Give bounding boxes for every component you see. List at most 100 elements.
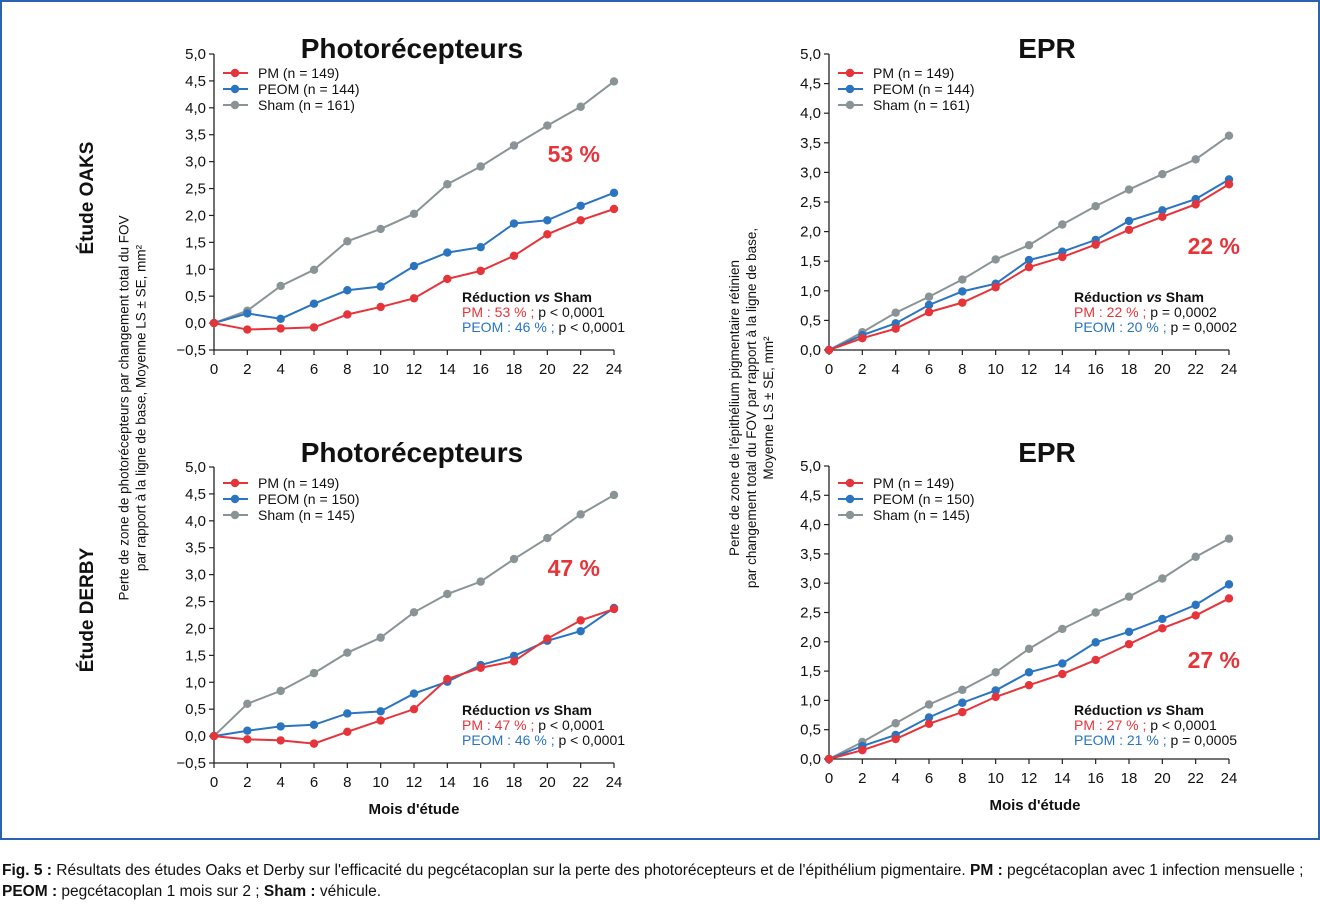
data-point-sham xyxy=(309,265,319,275)
data-point-pm xyxy=(924,719,934,729)
chart-title: EPR xyxy=(1018,437,1076,468)
stats-row-pm: PM : 53 % ; p < 0,0001 xyxy=(462,304,605,320)
data-point-sham xyxy=(543,121,552,130)
caption-segment-2: PM : xyxy=(970,862,1003,879)
data-point-sham xyxy=(1191,155,1200,164)
data-point-peom xyxy=(543,216,552,225)
data-point-pm xyxy=(209,318,219,328)
legend-swatch-marker xyxy=(230,494,240,504)
data-point-sham xyxy=(1124,185,1134,194)
x-tick-label: 22 xyxy=(1187,361,1204,378)
reduction-highlight: 27 % xyxy=(1188,647,1240,673)
y-tick-label: 2,0 xyxy=(800,634,821,651)
y-axis-title-left: Perte de zone de photorécepteurs par cha… xyxy=(117,216,149,601)
data-point-peom xyxy=(1124,627,1134,637)
data-point-pm xyxy=(309,323,319,332)
stats-title: Réduction vs Sham xyxy=(1074,289,1204,305)
data-point-pm xyxy=(1124,225,1134,235)
data-point-peom xyxy=(1158,206,1167,215)
y-axis-title-line: par changement total du FOV par rapport … xyxy=(744,228,759,588)
x-tick-label: 18 xyxy=(1121,361,1138,378)
data-point-sham xyxy=(991,255,1000,264)
legend: PM (n = 149)PEOM (n = 144)Sham (n = 161) xyxy=(838,65,975,113)
y-axis-title-line: par rapport à la ligne de base, Moyenne … xyxy=(134,244,149,571)
data-point-pm xyxy=(1191,200,1200,209)
x-tick-label: 14 xyxy=(439,361,456,378)
y-tick-label: 3,0 xyxy=(185,567,206,584)
legend-swatch-marker xyxy=(230,100,240,110)
data-point-pm xyxy=(576,216,585,225)
data-point-pm xyxy=(958,707,967,717)
data-point-peom xyxy=(576,201,585,210)
x-tick-label: 18 xyxy=(1121,770,1138,787)
legend: PM (n = 149)PEOM (n = 144)Sham (n = 161) xyxy=(223,65,360,113)
data-point-sham xyxy=(543,533,552,543)
y-axis-title-line: Moyenne LS ± SE, mm² xyxy=(761,336,776,480)
x-tick-label: 4 xyxy=(891,361,899,378)
stats-row-peom: PEOM : 46 % ; p < 0,0001 xyxy=(462,732,625,748)
data-point-peom xyxy=(409,689,419,698)
x-tick-label: 14 xyxy=(1054,770,1071,787)
data-point-peom xyxy=(958,698,967,707)
y-tick-label: 3,0 xyxy=(185,154,206,171)
data-point-pm xyxy=(1091,240,1100,249)
legend-swatch-marker xyxy=(845,510,855,520)
x-tick-label: 14 xyxy=(1054,361,1071,378)
data-point-peom xyxy=(343,709,352,718)
data-point-pm xyxy=(209,731,219,741)
legend-swatch-marker xyxy=(230,84,240,94)
chart-title: Photorécepteurs xyxy=(301,437,524,468)
data-point-peom xyxy=(1191,600,1200,610)
data-point-peom xyxy=(476,243,485,252)
y-tick-label: 2,0 xyxy=(185,620,206,637)
y-tick-label: 1,5 xyxy=(185,647,206,664)
data-point-sham xyxy=(958,685,967,695)
x-tick-label: 2 xyxy=(243,361,251,378)
data-point-pm xyxy=(243,325,252,334)
data-point-sham xyxy=(1158,169,1167,179)
y-tick-label: 1,0 xyxy=(185,261,206,278)
data-point-peom xyxy=(276,314,285,323)
data-point-pm xyxy=(443,674,452,684)
data-point-sham xyxy=(1224,131,1234,140)
y-tick-label: 0,5 xyxy=(800,312,821,329)
data-point-sham xyxy=(924,700,934,709)
x-tick-label: 6 xyxy=(310,774,318,791)
legend-label: PEOM (n = 150) xyxy=(258,491,360,507)
legend-swatch-marker xyxy=(845,478,855,488)
data-point-pm xyxy=(409,704,419,714)
data-point-peom xyxy=(924,300,934,310)
x-tick-label: 24 xyxy=(606,774,623,791)
x-tick-label: 20 xyxy=(1154,361,1171,378)
data-point-peom xyxy=(1024,668,1034,677)
x-tick-label: 16 xyxy=(472,361,489,378)
legend-label: PM (n = 149) xyxy=(258,65,339,81)
series-peom xyxy=(824,175,1234,355)
reduction-highlight: 53 % xyxy=(548,141,600,167)
data-point-sham xyxy=(409,608,419,617)
y-tick-label: −0,5 xyxy=(176,755,206,772)
y-tick-label: 0,0 xyxy=(800,342,821,359)
data-point-peom xyxy=(376,707,385,716)
x-tick-label: 16 xyxy=(472,774,489,791)
data-point-pm xyxy=(343,310,352,319)
data-point-sham xyxy=(309,668,319,678)
series-pm xyxy=(209,604,619,748)
legend-label: PM (n = 149) xyxy=(873,65,954,81)
data-point-peom xyxy=(309,299,319,308)
data-point-pm xyxy=(509,251,519,261)
legend-swatch-marker xyxy=(845,68,855,78)
data-point-pm xyxy=(1158,624,1167,633)
data-point-sham xyxy=(343,648,352,657)
data-point-pm xyxy=(1158,212,1167,221)
data-point-sham xyxy=(609,490,619,500)
y-tick-label: 4,0 xyxy=(800,105,821,122)
y-tick-label: 1,5 xyxy=(185,234,206,251)
x-tick-label: 16 xyxy=(1087,770,1104,787)
data-point-sham xyxy=(1158,574,1167,583)
x-tick-label: 12 xyxy=(406,361,423,378)
reduction-highlight: 22 % xyxy=(1188,233,1240,259)
